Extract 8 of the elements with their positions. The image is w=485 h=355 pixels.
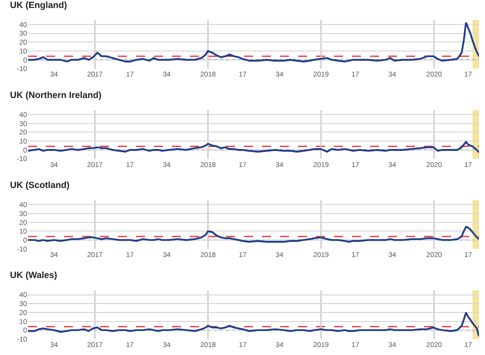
line-series [28,141,479,154]
chart-title: UK (Wales) [10,270,58,280]
chart-title: UK (Northern Ireland) [10,90,102,100]
chart-title: UK (Scotland) [10,180,70,190]
line-series [28,22,479,62]
line-series [28,226,479,243]
line-series [28,312,479,338]
chart-title: UK (England) [10,0,67,10]
